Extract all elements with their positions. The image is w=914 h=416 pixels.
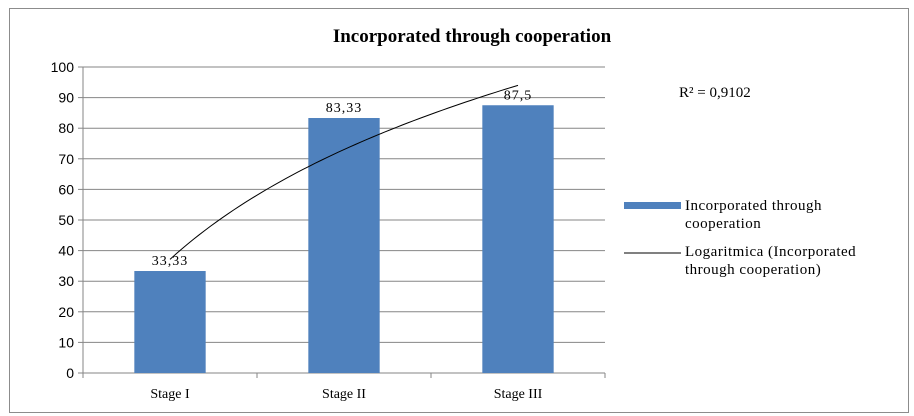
chart-container: Incorporated through cooperation 0 10 20 30… <box>9 8 909 413</box>
trendline <box>169 84 519 260</box>
data-labels: 33,33 83,33 87,5 <box>152 88 533 269</box>
bar <box>482 105 554 373</box>
chart-title: Incorporated through cooperation <box>333 26 612 47</box>
legend-label: Incorporated through <box>685 198 822 214</box>
legend: Incorporated through cooperation Logaritmi… <box>624 198 856 278</box>
y-tick-label: 10 <box>58 334 74 350</box>
y-tick-label: 20 <box>58 304 74 320</box>
x-tick-label: Stage III <box>494 387 543 402</box>
axes: 0 10 20 30 40 50 60 70 80 90 100 Stage I Stage II Sta… <box>51 59 606 402</box>
legend-swatch-bar <box>624 202 681 209</box>
trendline-path <box>169 84 519 260</box>
data-label: 87,5 <box>504 88 533 103</box>
bar-chart: Incorporated through cooperation 0 10 20 30… <box>51 26 856 402</box>
x-tick-label: Stage I <box>150 387 190 402</box>
y-tick-label: 30 <box>58 273 74 289</box>
r-squared-label: R² = 0,9102 <box>679 85 751 101</box>
bar <box>308 118 380 374</box>
y-tick-label: 50 <box>58 212 74 228</box>
y-tick-label: 80 <box>58 120 74 136</box>
y-tick-label: 60 <box>58 181 74 197</box>
y-tick-label: 0 <box>66 365 74 381</box>
legend-label: through cooperation) <box>685 262 821 278</box>
y-tick-label: 100 <box>51 59 75 75</box>
bar <box>134 271 206 373</box>
legend-label: cooperation <box>685 216 761 232</box>
legend-label: Logaritmica (Incorporated <box>685 244 856 260</box>
x-tick-label: Stage II <box>322 387 366 402</box>
y-tick-label: 90 <box>58 90 74 106</box>
bars <box>134 105 554 374</box>
y-tick-label: 40 <box>58 243 74 259</box>
y-tick-label: 70 <box>58 151 74 167</box>
data-label: 33,33 <box>152 254 189 269</box>
data-label: 83,33 <box>326 101 363 116</box>
